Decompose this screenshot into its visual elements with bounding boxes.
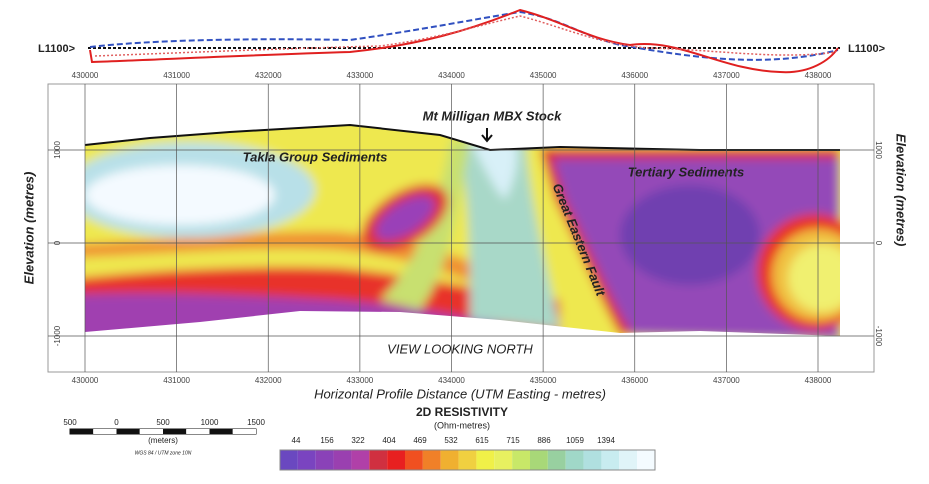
colorbar-cell: [583, 450, 602, 470]
y-axis-label-left: Elevation (metres): [21, 172, 36, 285]
legend-value: 322: [351, 436, 365, 445]
x-tick-label-top: 438000: [805, 71, 832, 80]
x-tick-label-top: 430000: [72, 71, 99, 80]
legend-value: 156: [320, 436, 334, 445]
x-tick-label-top: 437000: [713, 71, 740, 80]
x-tick-label-bottom: 436000: [621, 376, 648, 385]
y-tick-label-right: -1000: [874, 326, 883, 347]
scale-segment: [186, 429, 210, 434]
x-axis-label: Horizontal Profile Distance (UTM Easting…: [314, 386, 606, 401]
annotation-takla: Takla Group Sediments: [243, 149, 388, 164]
x-tick-label-top: 433000: [347, 71, 374, 80]
colorbar-cell: [369, 450, 388, 470]
colorbar-border: [279, 449, 656, 471]
scale-tick-label: 0: [114, 418, 119, 427]
annotation-tertiary: Tertiary Sediments: [628, 164, 745, 179]
colorbar-cell: [333, 450, 352, 470]
x-tick-label-bottom: 432000: [255, 376, 282, 385]
colorbar-cell: [405, 450, 423, 470]
scale-tick-label: 500: [156, 418, 170, 427]
legend-value: 715: [506, 436, 520, 445]
y-tick-label-left: -1000: [53, 325, 62, 346]
scale-segment: [139, 429, 163, 434]
legend-value: 886: [537, 436, 551, 445]
colorbar-cell: [422, 450, 441, 470]
section-frame: [47, 83, 875, 373]
colorbar-cell: [315, 450, 334, 470]
scale-segment: [232, 429, 256, 434]
legend-title: 2D RESISTIVITY: [416, 405, 508, 419]
scale-datum: WGS 84 / UTM zone 10N: [135, 450, 192, 456]
legend-value: 532: [444, 436, 458, 445]
colorbar-cell: [351, 450, 370, 470]
colorbar-cell: [547, 450, 566, 470]
y-tick-label-left: 0: [53, 240, 62, 245]
scale-unit: (meters): [148, 436, 178, 445]
colorbar-cell: [512, 450, 530, 470]
x-tick-label-bottom: 437000: [713, 376, 740, 385]
colorbar-cell: [458, 450, 477, 470]
profile-label-left: L1100>: [38, 43, 75, 55]
legend-unit: (Ohm-metres): [434, 420, 490, 430]
colorbar-cell: [565, 450, 584, 470]
profile-label-right: L1100>: [848, 43, 885, 55]
resistivity-field: [85, 125, 840, 336]
scale-segment: [70, 429, 94, 434]
colorbar-cell: [440, 450, 459, 470]
scale-segment: [93, 429, 117, 434]
x-tick-label-top: 434000: [438, 71, 465, 80]
legend-value: 44: [292, 436, 301, 445]
scale-tick-label: 500: [63, 418, 77, 427]
colorbar-cell: [387, 450, 405, 470]
scale-tick-label: 1000: [201, 418, 219, 427]
y-axis-label-right: Elevation (metres): [894, 134, 909, 247]
legend-value: 404: [382, 436, 396, 445]
colorbar-cell: [601, 450, 620, 470]
x-tick-label-bottom: 434000: [438, 376, 465, 385]
colorbar-cell: [619, 450, 638, 470]
y-tick-label-left: 1000: [53, 141, 62, 159]
scale-segment: [116, 429, 140, 434]
colorbar-cell: [494, 450, 513, 470]
colorbar-cell: [297, 450, 316, 470]
x-tick-label-top: 431000: [163, 71, 190, 80]
legend-value: 615: [475, 436, 489, 445]
scale-tick-label: 1500: [247, 418, 265, 427]
profile-strip: [88, 8, 840, 74]
colorbar-cell: [280, 450, 298, 470]
y-tick-label-right: 0: [874, 241, 883, 246]
x-tick-label-top: 432000: [255, 71, 282, 80]
x-tick-label-top: 436000: [621, 71, 648, 80]
x-tick-label-bottom: 438000: [805, 376, 832, 385]
x-tick-label-bottom: 431000: [163, 376, 190, 385]
view-label: VIEW LOOKING NORTH: [387, 341, 533, 356]
legend-value: 469: [413, 436, 427, 445]
x-tick-label-top: 435000: [530, 71, 557, 80]
scale-bar: [69, 428, 257, 435]
x-tick-label-bottom: 430000: [72, 376, 99, 385]
x-tick-label-bottom: 433000: [347, 376, 374, 385]
legend-value: 1059: [566, 436, 584, 445]
colorbar-cell: [476, 450, 495, 470]
scale-segment: [163, 429, 187, 434]
annotation-stock: Mt Milligan MBX Stock: [423, 108, 562, 123]
colorbar-cell: [637, 450, 655, 470]
colorbar: [279, 449, 656, 471]
legend-value: 1394: [597, 436, 615, 445]
scale-segment: [209, 429, 233, 434]
x-tick-label-bottom: 435000: [530, 376, 557, 385]
stock-arrow: [481, 128, 493, 143]
colorbar-cell: [530, 450, 548, 470]
y-tick-label-right: 1000: [874, 141, 883, 159]
